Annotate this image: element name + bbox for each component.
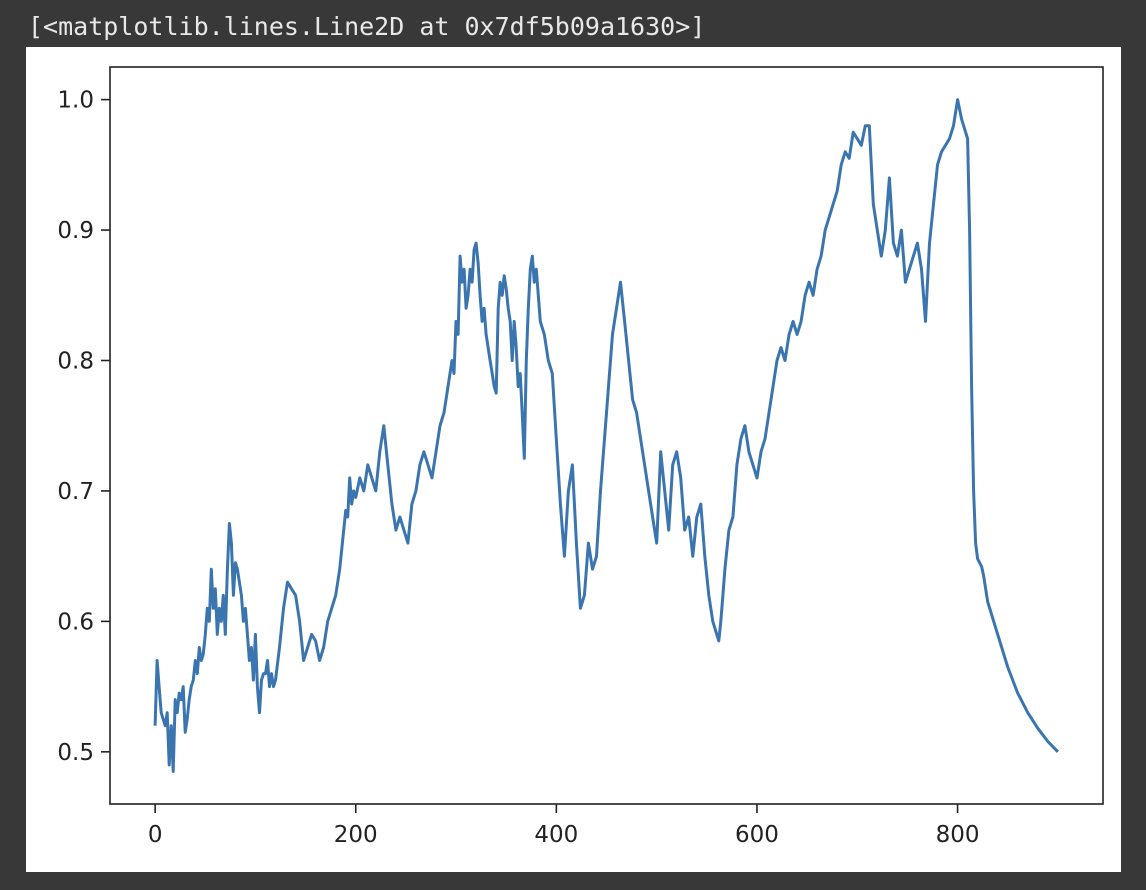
matplotlib-figure: 0 200 400 600 800 0.5 0.6 0.7 0.8 0.9 1.0 (26, 47, 1121, 872)
y-tick-label: 0.5 (57, 740, 94, 766)
cell-output-repr: [<matplotlib.lines.Line2D at 0x7df5b09a1… (28, 12, 706, 41)
x-tick-label: 400 (534, 822, 578, 848)
x-tick-label: 200 (334, 822, 378, 848)
y-tick-label: 0.7 (57, 479, 94, 505)
x-tick-label: 600 (735, 822, 779, 848)
y-tick-label: 0.8 (57, 348, 94, 374)
y-tick-label: 1.0 (57, 88, 94, 114)
y-tick-label: 0.6 (57, 609, 94, 635)
y-tick-label: 0.9 (57, 218, 94, 244)
axes-frame (109, 66, 1104, 805)
x-tick-label: 0 (148, 822, 163, 848)
line-plot: 0 200 400 600 800 0.5 0.6 0.7 0.8 0.9 1.0 (57, 66, 1104, 848)
x-tick-label: 800 (936, 822, 980, 848)
series-line-0 (153, 98, 1059, 773)
